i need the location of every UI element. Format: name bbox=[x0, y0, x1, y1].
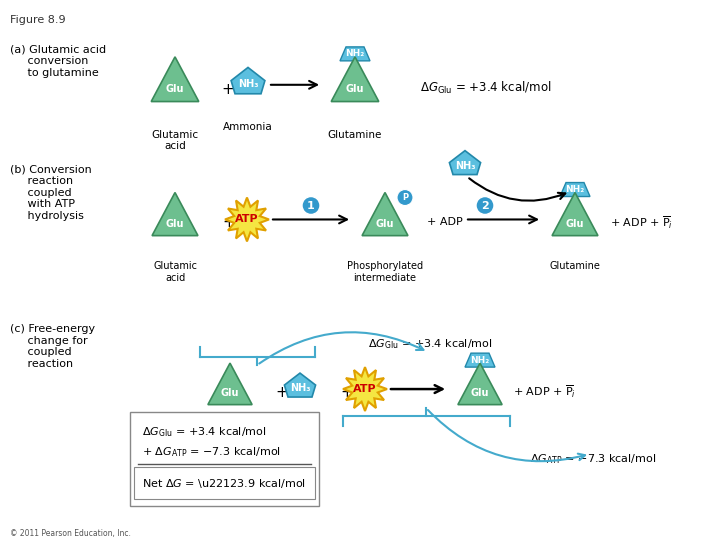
Text: +: + bbox=[341, 384, 354, 400]
Text: + ADP + $\mathregular{\overline{P}}$$_i$: + ADP + $\mathregular{\overline{P}}$$_i$ bbox=[610, 214, 673, 231]
Text: (c) Free-energy
     change for
     coupled
     reaction: (c) Free-energy change for coupled react… bbox=[10, 324, 95, 369]
Text: Phosphorylated
intermediate: Phosphorylated intermediate bbox=[347, 261, 423, 283]
Text: + ADP: + ADP bbox=[427, 218, 463, 227]
Text: Glu: Glu bbox=[166, 219, 184, 228]
Polygon shape bbox=[465, 353, 495, 367]
Text: +: + bbox=[222, 215, 235, 230]
Text: Glutamic
acid: Glutamic acid bbox=[151, 130, 199, 151]
Text: +: + bbox=[276, 384, 289, 400]
Text: Glu: Glu bbox=[346, 84, 364, 94]
Polygon shape bbox=[552, 193, 598, 235]
Polygon shape bbox=[340, 47, 370, 61]
Text: NH₃: NH₃ bbox=[289, 383, 310, 393]
Text: Figure 8.9: Figure 8.9 bbox=[10, 15, 66, 25]
Polygon shape bbox=[343, 367, 387, 411]
Text: 2: 2 bbox=[481, 200, 489, 211]
Polygon shape bbox=[208, 363, 252, 404]
Text: $\Delta G_{\rm ATP}$ = −7.3 kcal/mol: $\Delta G_{\rm ATP}$ = −7.3 kcal/mol bbox=[530, 452, 656, 466]
Polygon shape bbox=[362, 193, 408, 235]
Polygon shape bbox=[331, 57, 379, 102]
Text: NH₂: NH₂ bbox=[346, 49, 364, 58]
Text: (a) Glutamic acid
     conversion
     to glutamine: (a) Glutamic acid conversion to glutamin… bbox=[10, 45, 106, 78]
Text: Net $\Delta G$ = \u22123.9 kcal/mol: Net $\Delta G$ = \u22123.9 kcal/mol bbox=[142, 477, 306, 490]
Text: + $\Delta G_{\rm ATP}$ = −7.3 kcal/mol: + $\Delta G_{\rm ATP}$ = −7.3 kcal/mol bbox=[142, 445, 281, 459]
Text: $\Delta G_{\rm Glu}$ = +3.4 kcal/mol: $\Delta G_{\rm Glu}$ = +3.4 kcal/mol bbox=[420, 80, 552, 96]
Text: Glutamic
acid: Glutamic acid bbox=[153, 261, 197, 283]
Text: + ADP + $\mathregular{\overline{P}}$$_i$: + ADP + $\mathregular{\overline{P}}$$_i$ bbox=[513, 384, 576, 400]
Circle shape bbox=[397, 190, 413, 206]
Text: ATP: ATP bbox=[354, 384, 377, 394]
Text: Glutamine: Glutamine bbox=[328, 130, 382, 140]
Text: NH₂: NH₂ bbox=[470, 356, 490, 364]
Polygon shape bbox=[458, 363, 502, 404]
Text: Glu: Glu bbox=[376, 219, 395, 228]
Polygon shape bbox=[151, 57, 199, 102]
Text: P: P bbox=[402, 193, 408, 202]
Text: Glu: Glu bbox=[166, 84, 184, 94]
Text: NH₃: NH₃ bbox=[455, 160, 475, 171]
Text: © 2011 Pearson Education, Inc.: © 2011 Pearson Education, Inc. bbox=[10, 529, 131, 538]
Circle shape bbox=[302, 197, 320, 214]
Text: (b) Conversion
     reaction
     coupled
     with ATP
     hydrolysis: (b) Conversion reaction coupled with ATP… bbox=[10, 165, 91, 221]
Text: $\Delta G_{\rm Glu}$ = +3.4 kcal/mol: $\Delta G_{\rm Glu}$ = +3.4 kcal/mol bbox=[368, 338, 492, 351]
Text: Glu: Glu bbox=[221, 388, 239, 398]
Text: Glutamine: Glutamine bbox=[549, 261, 600, 272]
Text: Glu: Glu bbox=[471, 388, 490, 398]
FancyBboxPatch shape bbox=[130, 412, 319, 506]
Polygon shape bbox=[231, 68, 265, 94]
Polygon shape bbox=[560, 183, 590, 197]
Text: Ammonia: Ammonia bbox=[223, 122, 273, 132]
Text: ATP: ATP bbox=[235, 214, 258, 225]
Text: Glu: Glu bbox=[566, 219, 584, 228]
Text: 1: 1 bbox=[307, 200, 315, 211]
Text: +: + bbox=[222, 82, 235, 97]
Polygon shape bbox=[284, 373, 315, 397]
Polygon shape bbox=[449, 151, 481, 174]
Polygon shape bbox=[152, 193, 198, 235]
Text: NH₂: NH₂ bbox=[565, 185, 585, 194]
Circle shape bbox=[476, 197, 494, 214]
FancyBboxPatch shape bbox=[134, 467, 315, 499]
Text: NH₃: NH₃ bbox=[238, 79, 258, 89]
Polygon shape bbox=[225, 198, 269, 241]
Text: $\Delta G_{\rm Glu}$ = +3.4 kcal/mol: $\Delta G_{\rm Glu}$ = +3.4 kcal/mol bbox=[142, 425, 266, 439]
